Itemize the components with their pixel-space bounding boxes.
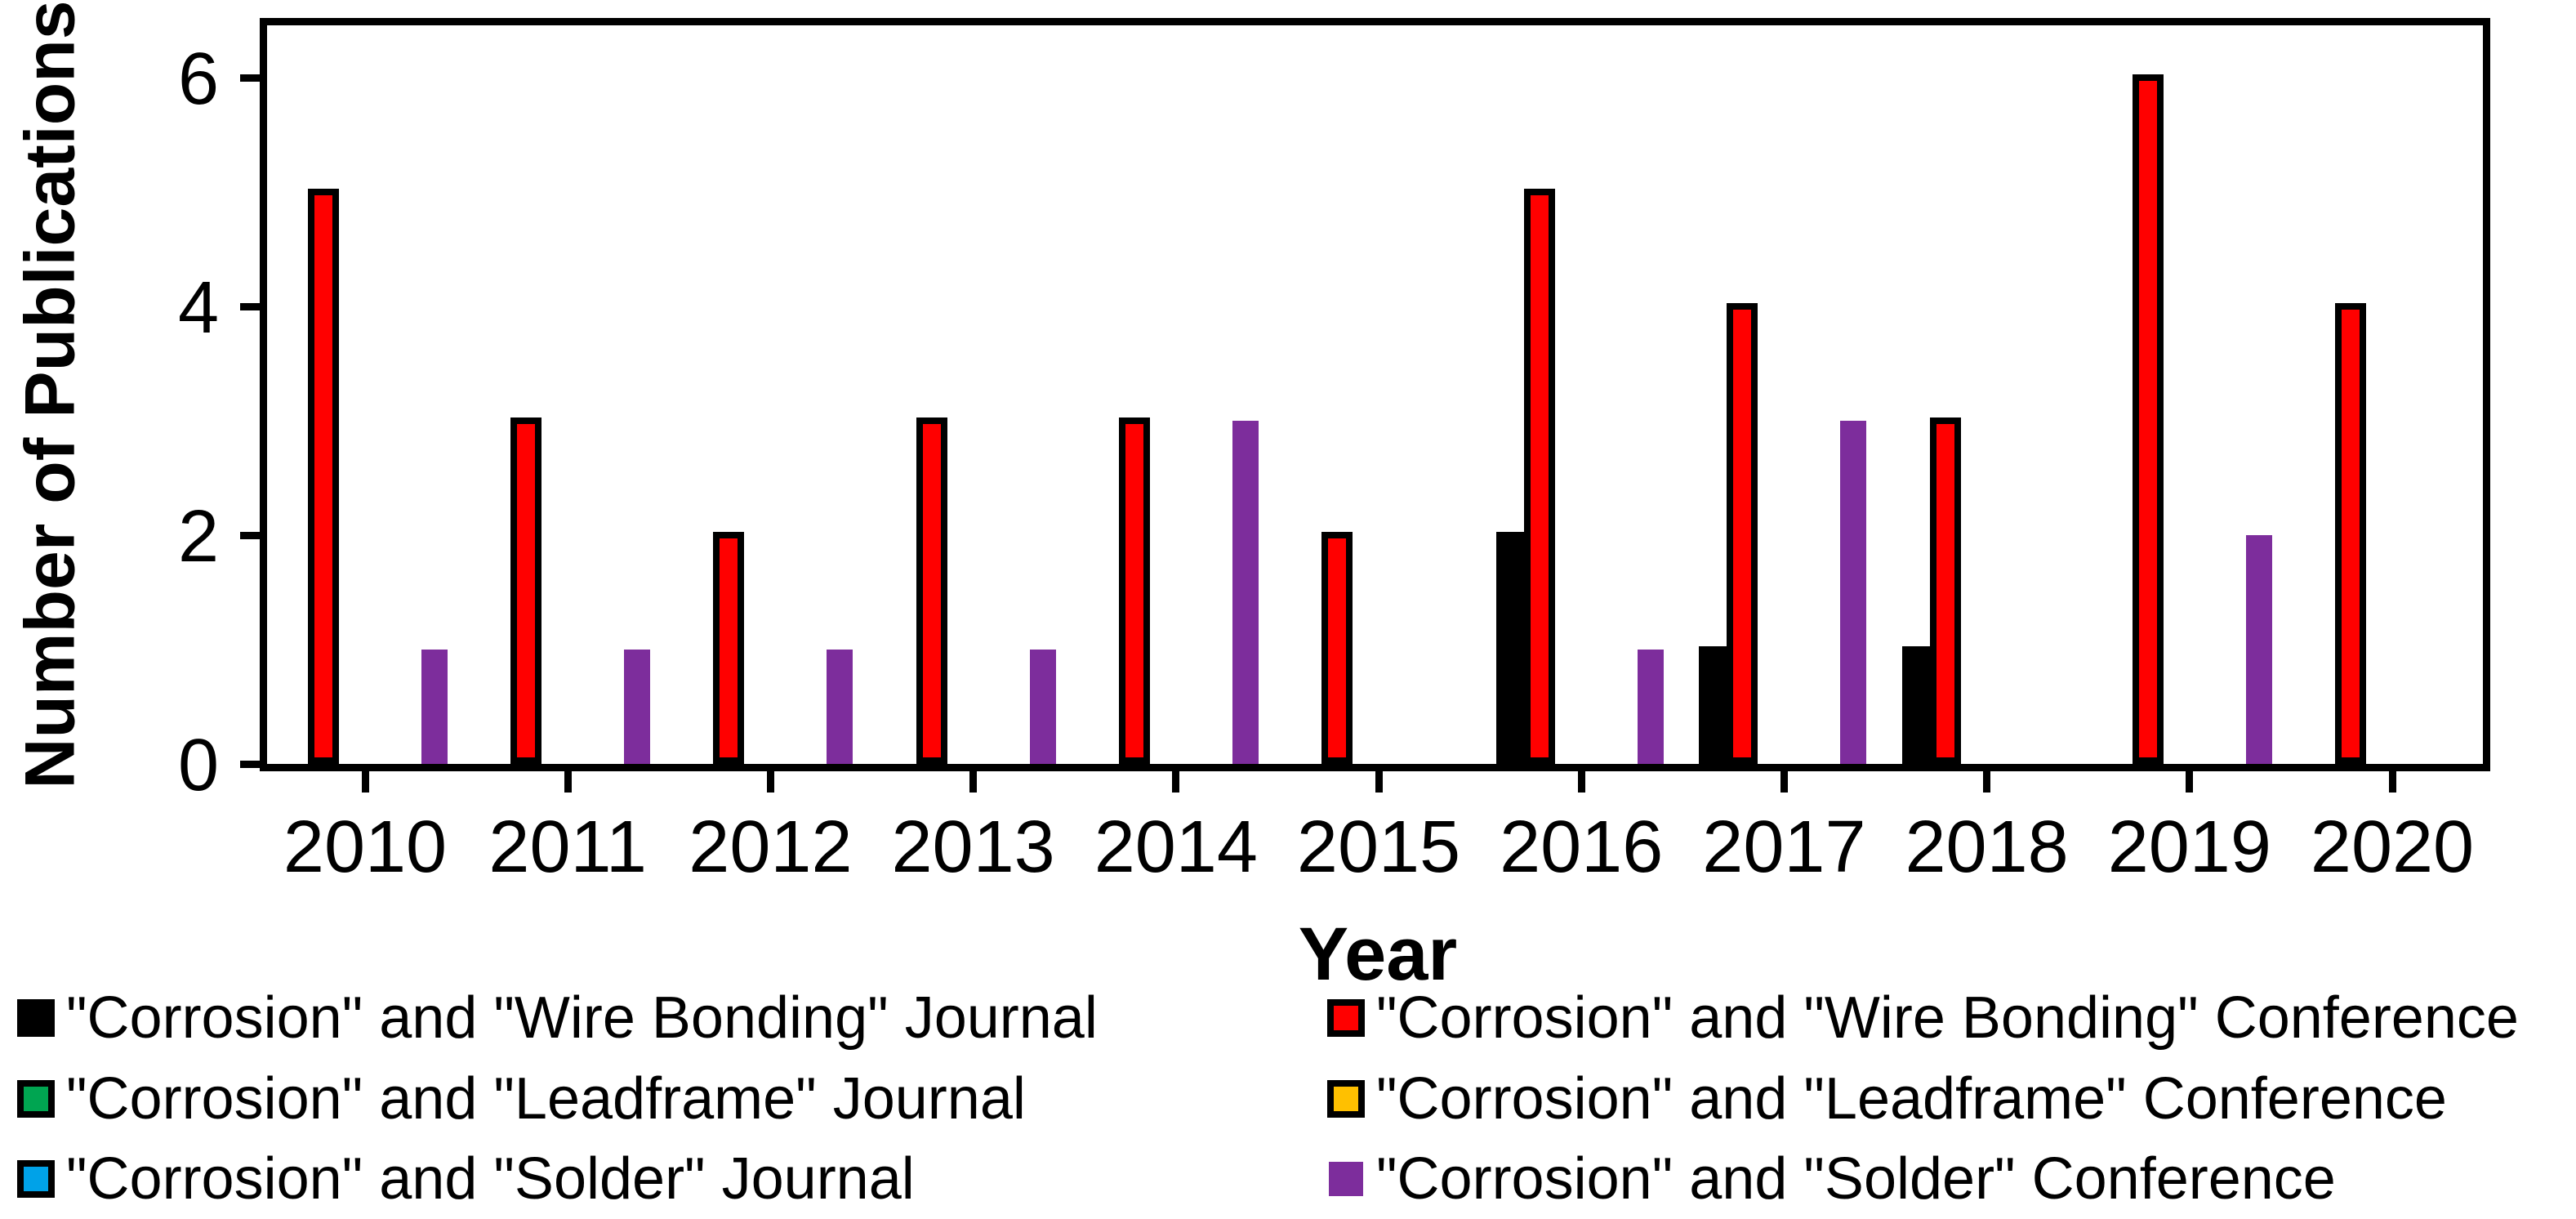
legend-item-wire-bonding-conference: "Corrosion" and "Wire Bonding" Conferenc… bbox=[1327, 978, 2519, 1058]
bar-2017-wire-bonding-journal bbox=[1699, 646, 1731, 764]
y-tick-label-2: 2 bbox=[177, 496, 219, 578]
bar-2010-wire-bonding-conference bbox=[308, 189, 339, 764]
x-tick-label-2010: 2010 bbox=[283, 806, 448, 888]
bar-2012-wire-bonding-conference bbox=[713, 532, 745, 764]
x-tick-label-2020: 2020 bbox=[2310, 806, 2475, 888]
solder-conference-swatch-icon bbox=[1329, 1162, 1363, 1196]
x-tick-2010 bbox=[361, 771, 369, 793]
bar-2017-solder-conference bbox=[1840, 421, 1867, 764]
legend-item-leadframe-conference: "Corrosion" and "Leadframe" Conference bbox=[1327, 1059, 2447, 1139]
bar-2016-wire-bonding-conference bbox=[1524, 189, 1556, 764]
bar-2010-solder-conference bbox=[421, 650, 448, 764]
x-tick-label-2013: 2013 bbox=[891, 806, 1055, 888]
legend-label-leadframe-conference: "Corrosion" and "Leadframe" Conference bbox=[1376, 1065, 2447, 1132]
x-tick-2016 bbox=[1577, 771, 1585, 793]
x-tick-label-2015: 2015 bbox=[1296, 806, 1461, 888]
bar-2016-solder-conference bbox=[1638, 650, 1665, 764]
legend-swatch-box bbox=[1327, 1160, 1365, 1198]
x-tick-2018 bbox=[1983, 771, 1991, 793]
wire-bonding-journal-swatch-icon bbox=[17, 999, 55, 1037]
bar-2018-wire-bonding-conference bbox=[1929, 417, 1961, 764]
x-tick-2014 bbox=[1172, 771, 1180, 793]
bar-2013-wire-bonding-conference bbox=[916, 417, 947, 764]
bar-2016-wire-bonding-journal bbox=[1496, 532, 1528, 764]
x-tick-2017 bbox=[1780, 771, 1788, 793]
legend-item-leadframe-journal: "Corrosion" and "Leadframe" Journal bbox=[17, 1059, 1026, 1139]
y-tick-6 bbox=[240, 74, 261, 82]
legend-swatch-box bbox=[17, 1160, 55, 1198]
bar-2020-wire-bonding-conference bbox=[2335, 303, 2366, 764]
legend-label-wire-bonding-journal: "Corrosion" and "Wire Bonding" Journal bbox=[66, 985, 1098, 1051]
bar-2019-wire-bonding-conference bbox=[2132, 74, 2164, 764]
x-tick-2020 bbox=[2388, 771, 2396, 793]
legend-swatch-box bbox=[1327, 999, 1365, 1037]
bar-2011-solder-conference bbox=[624, 650, 651, 764]
bar-2012-solder-conference bbox=[827, 650, 853, 764]
bar-2014-wire-bonding-conference bbox=[1118, 417, 1150, 764]
x-tick-label-2011: 2011 bbox=[488, 806, 647, 888]
y-axis-title: Number of Publications bbox=[11, 0, 90, 789]
legend-item-solder-journal: "Corrosion" and "Solder" Journal bbox=[17, 1139, 915, 1219]
x-tick-label-2014: 2014 bbox=[1094, 806, 1258, 888]
y-tick-2 bbox=[240, 532, 261, 539]
x-tick-2019 bbox=[2186, 771, 2194, 793]
legend-swatch-box bbox=[17, 999, 55, 1037]
x-tick-label-2016: 2016 bbox=[1500, 806, 1664, 888]
legend-item-wire-bonding-journal: "Corrosion" and "Wire Bonding" Journal bbox=[17, 978, 1098, 1058]
bar-2019-solder-conference bbox=[2245, 535, 2272, 764]
leadframe-conference-swatch-icon bbox=[1327, 1079, 1365, 1118]
y-tick-label-6: 6 bbox=[177, 38, 219, 120]
x-tick-2015 bbox=[1375, 771, 1383, 793]
plot-frame bbox=[260, 18, 2490, 771]
legend-label-wire-bonding-conference: "Corrosion" and "Wire Bonding" Conferenc… bbox=[1376, 985, 2519, 1051]
wire-bonding-conference-swatch-icon bbox=[1327, 999, 1365, 1037]
y-tick-0 bbox=[240, 761, 261, 768]
y-tick-label-0: 0 bbox=[177, 725, 219, 806]
solder-journal-swatch-icon bbox=[17, 1160, 55, 1198]
bar-2014-solder-conference bbox=[1232, 421, 1259, 764]
x-tick-label-2012: 2012 bbox=[689, 806, 853, 888]
bar-2011-wire-bonding-conference bbox=[510, 417, 542, 764]
legend-swatch-box bbox=[17, 1079, 55, 1118]
legend-label-solder-journal: "Corrosion" and "Solder" Journal bbox=[66, 1146, 915, 1212]
x-tick-label-2019: 2019 bbox=[2107, 806, 2271, 888]
x-tick-2011 bbox=[564, 771, 572, 793]
bar-2013-solder-conference bbox=[1029, 650, 1056, 764]
legend-label-leadframe-journal: "Corrosion" and "Leadframe" Journal bbox=[66, 1065, 1026, 1132]
y-tick-4 bbox=[240, 303, 261, 310]
x-tick-2013 bbox=[969, 771, 978, 793]
x-tick-label-2017: 2017 bbox=[1702, 806, 1866, 888]
legend-item-solder-conference: "Corrosion" and "Solder" Conference bbox=[1327, 1139, 2336, 1219]
y-tick-label-4: 4 bbox=[177, 267, 219, 349]
legend-swatch-box bbox=[1327, 1079, 1365, 1118]
bar-2015-wire-bonding-conference bbox=[1321, 532, 1353, 764]
x-tick-2012 bbox=[766, 771, 774, 793]
bar-2018-wire-bonding-journal bbox=[1901, 646, 1933, 764]
x-tick-label-2018: 2018 bbox=[1905, 806, 2069, 888]
legend-label-solder-conference: "Corrosion" and "Solder" Conference bbox=[1376, 1146, 2336, 1212]
leadframe-journal-swatch-icon bbox=[17, 1079, 55, 1118]
x-axis-title: Year bbox=[1298, 913, 1458, 996]
bar-2017-wire-bonding-conference bbox=[1727, 303, 1758, 764]
